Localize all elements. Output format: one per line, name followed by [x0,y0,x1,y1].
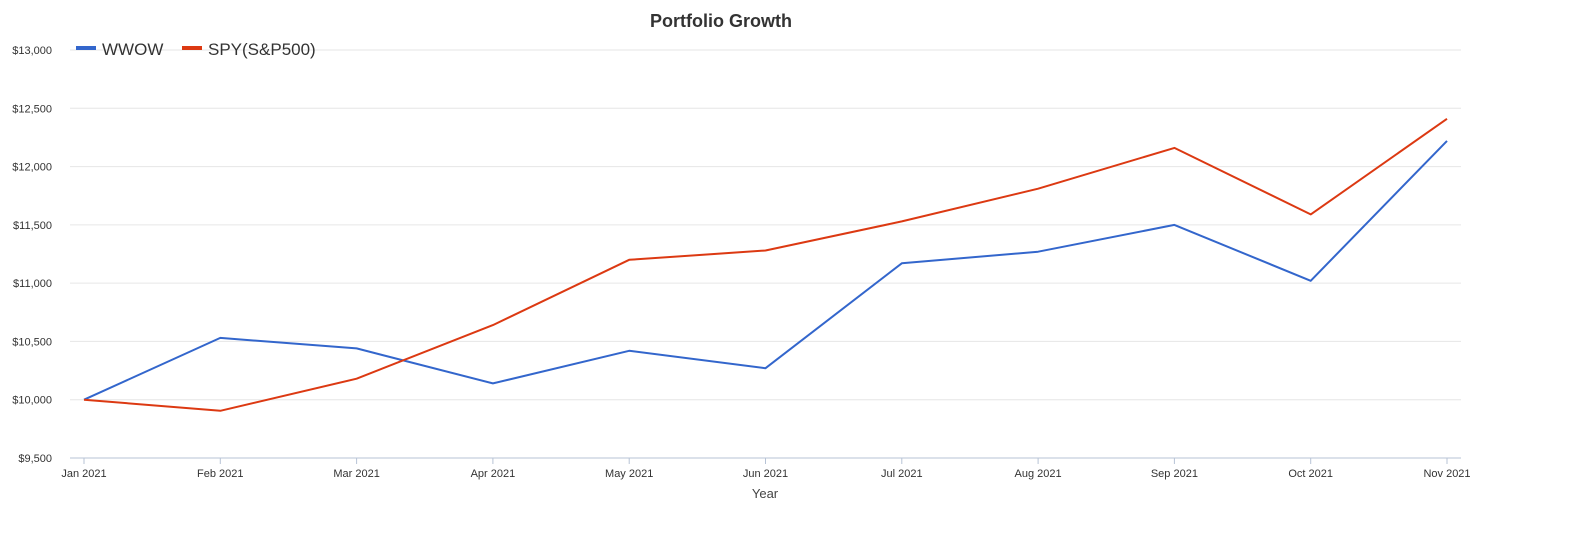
x-axis-ticks: Jan 2021 Feb 2021 Mar 2021 Apr 2021 May 2021… [61,458,1471,480]
y-tick-label: $12,500 [12,103,52,115]
data-point[interactable] [899,218,905,224]
data-point[interactable] [1035,186,1041,192]
data-point[interactable] [1444,138,1450,144]
x-tick-label: Feb 2021 [197,468,243,480]
data-point[interactable] [763,248,769,254]
data-point[interactable] [354,345,360,351]
data-point[interactable] [81,397,87,403]
chart-title: Portfolio Growth [650,11,792,31]
data-point[interactable] [354,376,360,382]
x-tick-label: Jun 2021 [743,468,788,480]
series-line-wwow [83,140,1448,401]
data-point[interactable] [1308,278,1314,284]
y-tick-label: $13,000 [12,45,52,57]
x-tick-label: May 2021 [605,468,653,480]
y-tick-label: $12,000 [12,162,52,174]
data-point[interactable] [899,260,905,266]
data-point[interactable] [626,348,632,354]
series-lines [81,116,1450,414]
x-axis-label: Year [752,486,779,501]
legend[interactable]: WWOW SPY(S&P500) [76,40,316,59]
y-tick-label: $10,000 [12,395,52,407]
x-tick-label: Jan 2021 [61,468,106,480]
y-tick-label: $11,500 [13,220,52,232]
y-tick-label: $11,000 [13,278,52,290]
data-point[interactable] [626,257,632,263]
series-line-spy [83,117,1448,412]
data-point[interactable] [490,322,496,328]
data-point[interactable] [1171,222,1177,228]
data-point[interactable] [1035,249,1041,255]
legend-label: SPY(S&P500) [208,40,316,59]
x-tick-label: Oct 2021 [1288,468,1333,480]
y-tick-label: $9,500 [18,453,52,465]
data-point[interactable] [763,365,769,371]
data-point[interactable] [1171,145,1177,151]
x-tick-label: Sep 2021 [1151,468,1198,480]
legend-item-wwow[interactable]: WWOW [76,40,163,59]
data-point[interactable] [217,408,223,414]
legend-label: WWOW [102,40,163,59]
data-point[interactable] [490,380,496,386]
data-point[interactable] [217,335,223,341]
x-tick-label: Apr 2021 [471,468,516,480]
x-tick-label: Jul 2021 [881,468,923,480]
legend-item-spy[interactable]: SPY(S&P500) [182,40,316,59]
data-point[interactable] [1308,211,1314,217]
x-tick-label: Nov 2021 [1423,468,1470,480]
grid [70,49,1461,401]
y-axis-ticks: $9,500 $10,000 $10,500 $11,000 $11,500 $12,00… [12,45,52,465]
data-point[interactable] [1444,116,1450,122]
x-tick-label: Mar 2021 [333,468,379,480]
y-tick-label: $10,500 [12,336,52,348]
x-tick-label: Aug 2021 [1015,468,1062,480]
